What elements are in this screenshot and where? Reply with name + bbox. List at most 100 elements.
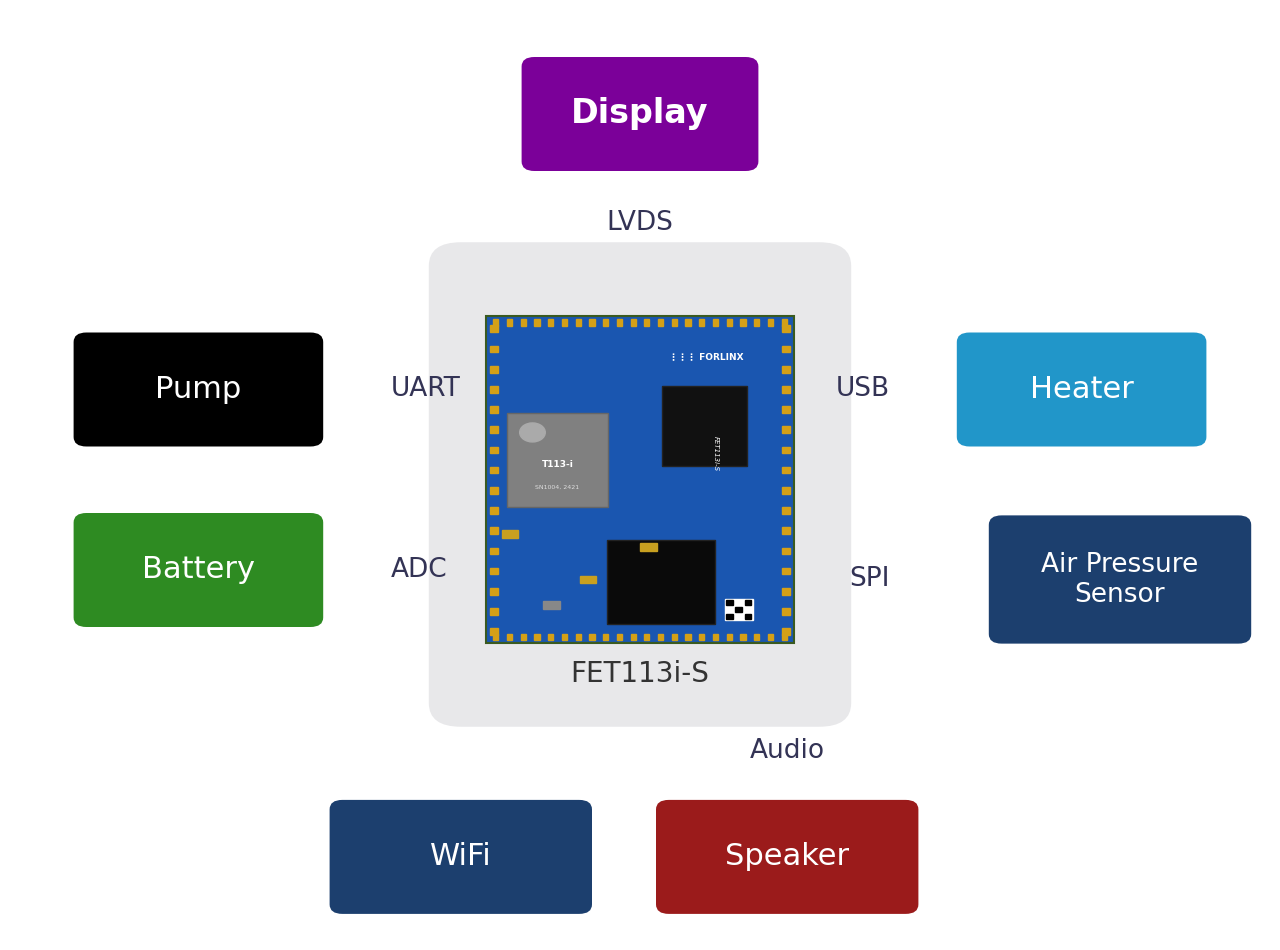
FancyBboxPatch shape [486, 316, 794, 643]
Text: Heater: Heater [1029, 375, 1134, 404]
Bar [782, 507, 790, 514]
Text: ⋮⋮⋮ FORLINX: ⋮⋮⋮ FORLINX [669, 352, 744, 362]
Bar [726, 615, 732, 619]
Bar [745, 600, 751, 605]
Circle shape [520, 423, 545, 442]
Bar [782, 487, 790, 494]
Bar [768, 319, 773, 326]
Bar [490, 446, 498, 453]
Bar [782, 466, 790, 473]
Bar [490, 608, 498, 615]
FancyBboxPatch shape [607, 540, 714, 624]
Bar [782, 346, 790, 352]
Bar [782, 319, 787, 326]
Bar [535, 634, 540, 640]
Bar [658, 634, 663, 640]
Bar [782, 446, 790, 453]
Bar [727, 319, 732, 326]
Bar [740, 634, 745, 640]
Bar [521, 634, 526, 640]
Bar [490, 386, 498, 392]
Text: Display: Display [571, 98, 709, 130]
FancyBboxPatch shape [429, 242, 851, 727]
Bar [562, 634, 567, 640]
Bar [490, 547, 498, 554]
Bar [490, 507, 498, 514]
Bar [576, 319, 581, 326]
Bar [740, 319, 745, 326]
Bar [617, 634, 622, 640]
Bar [548, 634, 553, 640]
Bar [699, 319, 704, 326]
FancyBboxPatch shape [662, 386, 748, 466]
Text: Speaker: Speaker [726, 843, 849, 871]
Bar [490, 466, 498, 473]
Bar [782, 634, 787, 640]
Bar [548, 319, 553, 326]
Bar [782, 547, 790, 554]
FancyBboxPatch shape [657, 800, 918, 914]
Bar [507, 319, 512, 326]
Bar [521, 319, 526, 326]
Bar [490, 407, 498, 413]
Text: ADC: ADC [390, 557, 447, 583]
Bar [782, 427, 790, 433]
Bar [782, 366, 790, 372]
Bar [782, 568, 790, 575]
Bar [534, 543, 550, 551]
Bar [490, 366, 498, 372]
Text: Battery: Battery [142, 556, 255, 584]
Bar [631, 634, 636, 640]
Bar [543, 601, 559, 609]
Bar [490, 568, 498, 575]
FancyBboxPatch shape [329, 800, 591, 914]
Bar [686, 634, 691, 640]
Bar [580, 576, 596, 583]
Bar [768, 634, 773, 640]
Bar [490, 527, 498, 534]
Text: UART: UART [390, 376, 461, 403]
Bar [490, 346, 498, 352]
Bar [644, 634, 649, 640]
Text: USB: USB [836, 376, 890, 403]
Bar [699, 634, 704, 640]
Bar [724, 599, 753, 620]
Bar [589, 319, 594, 326]
FancyBboxPatch shape [74, 332, 323, 446]
Bar [490, 487, 498, 494]
Text: T113-i: T113-i [541, 461, 573, 469]
Bar [603, 634, 608, 640]
Bar [603, 319, 608, 326]
Bar [658, 319, 663, 326]
FancyBboxPatch shape [988, 515, 1251, 644]
Text: LVDS: LVDS [607, 210, 673, 237]
Bar [735, 607, 742, 613]
Bar [782, 386, 790, 392]
Bar [782, 407, 790, 413]
Text: Audio: Audio [750, 737, 824, 764]
Bar [490, 628, 498, 635]
FancyBboxPatch shape [957, 332, 1206, 446]
Bar [745, 615, 751, 619]
Text: Pump: Pump [155, 375, 242, 404]
Text: SPI: SPI [849, 566, 890, 593]
Bar [490, 427, 498, 433]
Bar [640, 543, 657, 551]
FancyBboxPatch shape [74, 513, 323, 627]
Text: FET113i-S: FET113i-S [713, 436, 718, 471]
Bar [493, 634, 498, 640]
Bar [535, 319, 540, 326]
Bar [727, 634, 732, 640]
FancyBboxPatch shape [507, 413, 608, 507]
Bar [754, 319, 759, 326]
Bar [782, 628, 790, 635]
Bar [617, 319, 622, 326]
Bar [562, 319, 567, 326]
Text: SN1004, 2421: SN1004, 2421 [535, 485, 580, 490]
Text: WiFi: WiFi [430, 843, 492, 871]
Bar [576, 634, 581, 640]
Bar [631, 319, 636, 326]
Bar [686, 319, 691, 326]
Bar [782, 527, 790, 534]
Bar [672, 319, 677, 326]
